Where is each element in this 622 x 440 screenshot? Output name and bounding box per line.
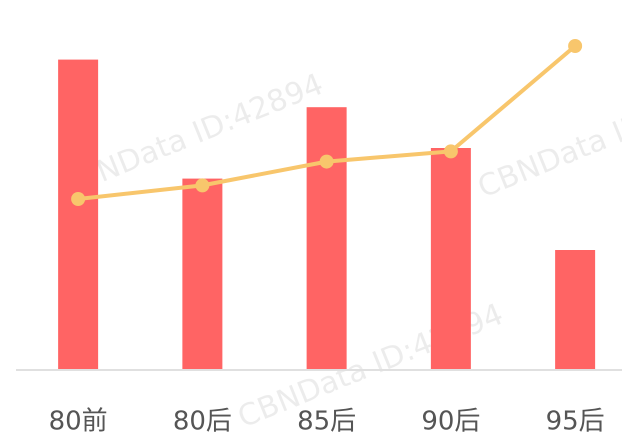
- line-point: [71, 192, 86, 206]
- bar: [182, 178, 223, 369]
- bar: [58, 59, 99, 369]
- bar: [306, 107, 347, 369]
- x-tick-label: 85后: [297, 407, 356, 437]
- bar: [555, 250, 596, 369]
- line-point: [568, 39, 583, 53]
- watermark: CBNData ID:42894: [473, 67, 622, 205]
- line-point: [319, 154, 334, 169]
- line-point: [195, 178, 210, 193]
- x-tick-label: 80前: [49, 407, 108, 437]
- x-tick-label: 80后: [173, 407, 232, 437]
- bar: [430, 148, 471, 369]
- x-tick-label: 90后: [421, 407, 480, 437]
- x-tick-label: 95后: [546, 407, 605, 437]
- line-point: [443, 144, 458, 159]
